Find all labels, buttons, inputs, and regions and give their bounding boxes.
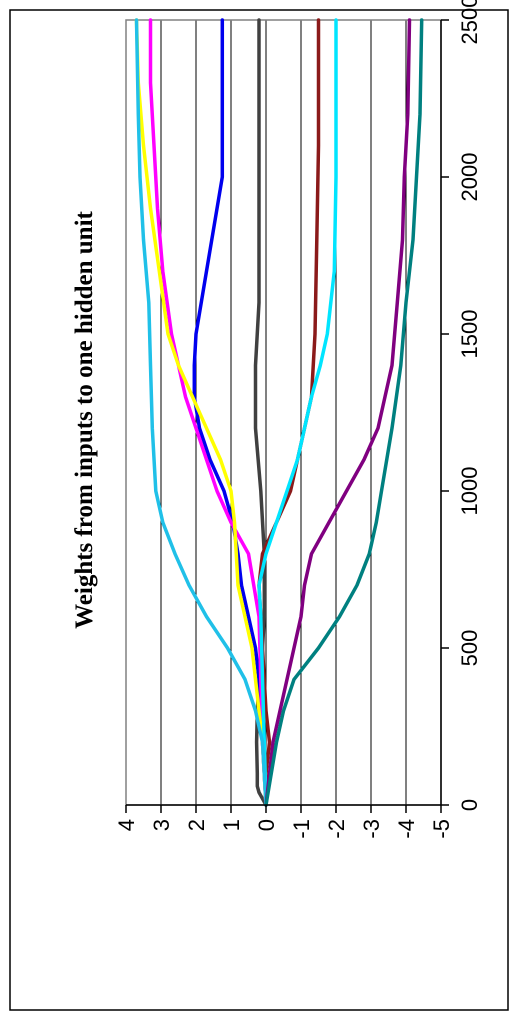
y-tick-label: -3 (359, 819, 384, 839)
x-tick-label: 1500 (457, 310, 482, 359)
series-line-7 (134, 18, 268, 807)
y-tick-label: -5 (429, 819, 454, 839)
y-tick-label: 4 (114, 819, 139, 831)
series-line-9 (264, 18, 424, 807)
y-tick-label: 0 (254, 819, 279, 831)
x-tick-label: 2500 (457, 0, 482, 44)
chart-outer-border (9, 9, 509, 1011)
series-line-6 (257, 18, 338, 807)
y-tick-label: 2 (184, 819, 209, 831)
x-tick-label: 1000 (457, 467, 482, 516)
series-layer (134, 18, 424, 807)
y-tick-label: -2 (324, 819, 349, 839)
y-tick-label: -1 (289, 819, 314, 839)
y-tick-label: -4 (394, 819, 419, 839)
y-tick-label: 1 (219, 819, 244, 831)
x-tick-label: 500 (457, 630, 482, 667)
x-tick-label: 2000 (457, 153, 482, 202)
grid-layer (160, 20, 407, 805)
series-line-4 (148, 18, 268, 807)
x-tick-label: 0 (457, 799, 482, 811)
chart-title: Weights from inputs to one hidden unit (71, 210, 98, 628)
series-line-8 (264, 18, 412, 807)
series-line-5 (134, 18, 268, 807)
y-tick-label: 3 (149, 819, 174, 831)
